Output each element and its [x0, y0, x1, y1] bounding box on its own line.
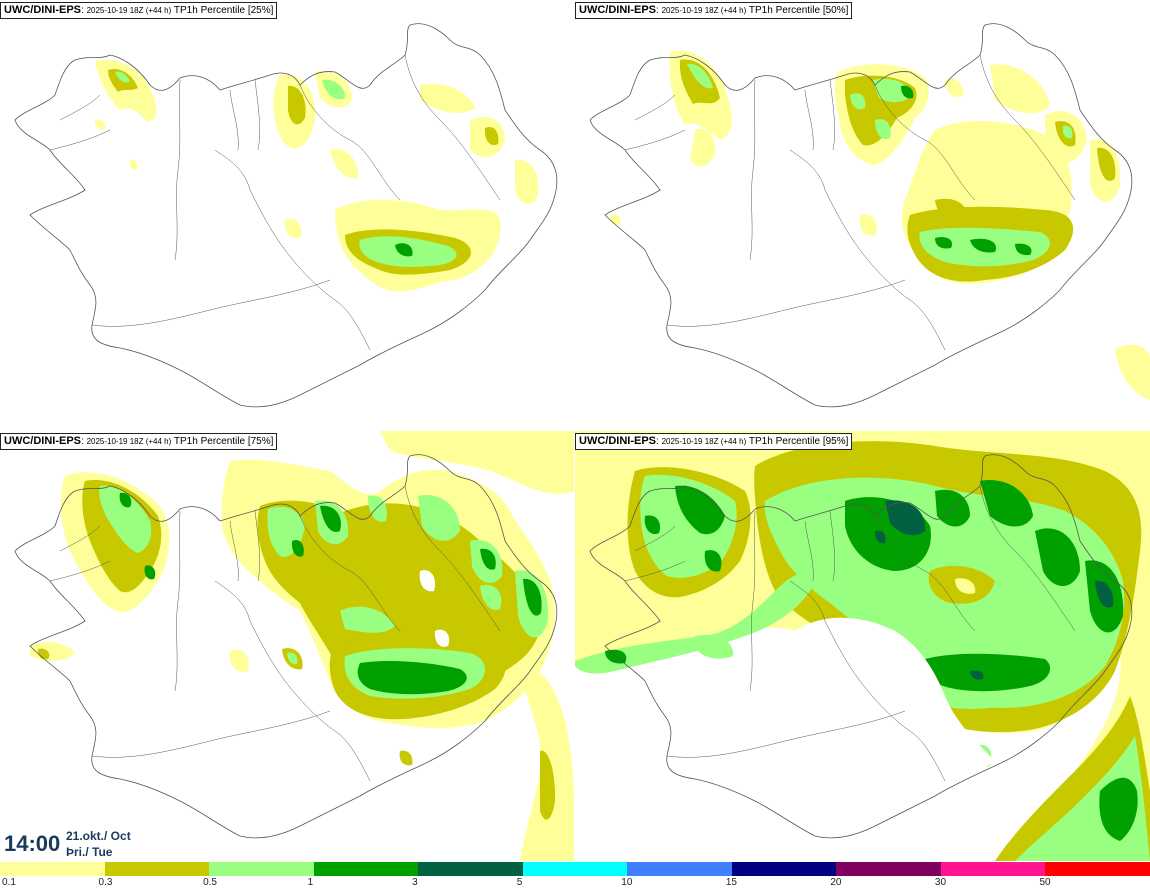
precip-shading — [94, 59, 539, 292]
precip-shading — [575, 431, 1150, 861]
colorbar-swatch — [731, 862, 837, 876]
model-name: UWC/DINI-EPS — [579, 435, 656, 447]
panel-divider — [574, 0, 575, 862]
panel-title: UWC/DINI-EPS: 2025-10-19 18Z (+44 h) TP1… — [0, 2, 278, 19]
model-name: UWC/DINI-EPS — [579, 4, 656, 16]
precip-map-p75 — [14, 431, 575, 861]
map-panel-p50: UWC/DINI-EPS: 2025-10-19 18Z (+44 h) TP1… — [575, 0, 1150, 430]
colorbar-label: 10 — [621, 877, 633, 888]
precip-shading — [609, 50, 1150, 400]
run-time: 2025-10-19 18Z (+44 h) — [661, 6, 747, 15]
map-panel-p95: UWC/DINI-EPS: 2025-10-19 18Z (+44 h) TP1… — [575, 431, 1150, 861]
model-name: UWC/DINI-EPS — [4, 435, 81, 447]
variable-label: TP1h Percentile [50%] — [748, 5, 849, 16]
colorbar-label: 20 — [830, 877, 842, 888]
run-time: 2025-10-19 18Z (+44 h) — [86, 6, 172, 15]
iceland-coastline — [14, 23, 558, 408]
colorbar-label: 0.3 — [98, 877, 113, 888]
precip-shading — [30, 431, 575, 861]
precip-map-p95 — [575, 431, 1150, 861]
panel-title: UWC/DINI-EPS: 2025-10-19 18Z (+44 h) TP1… — [575, 433, 853, 450]
run-time: 2025-10-19 18Z (+44 h) — [86, 437, 172, 446]
model-name: UWC/DINI-EPS — [4, 4, 81, 16]
valid-time-box: 14:00 21.okt./ Oct Þri./ Tue — [0, 826, 138, 862]
variable-label: TP1h Percentile [95%] — [748, 436, 849, 447]
colorbar-label: 1 — [307, 877, 314, 888]
colorbar-label: 3 — [412, 877, 418, 888]
iceland-coastline — [589, 23, 1133, 408]
colorbar-swatch — [522, 862, 628, 876]
variable-label: TP1h Percentile [75%] — [173, 436, 274, 447]
iceland-coastline — [14, 454, 558, 839]
colorbar-swatch — [0, 862, 106, 876]
colorbar-swatch — [836, 862, 942, 876]
precip-colorbar: 0.1 0.3 0.5 1 3 5 10 15 20 30 50 — [0, 862, 1150, 891]
colorbar-swatch — [940, 862, 1046, 876]
panel-title: UWC/DINI-EPS: 2025-10-19 18Z (+44 h) TP1… — [0, 433, 278, 450]
colorbar-label: 30 — [934, 877, 947, 888]
colorbar-swatch — [313, 862, 419, 876]
valid-time: 14:00 — [4, 831, 61, 856]
colorbar-swatch — [1045, 862, 1150, 876]
colorbar-swatch — [627, 862, 733, 876]
colorbar-label: 15 — [725, 877, 737, 888]
map-panel-p75: UWC/DINI-EPS: 2025-10-19 18Z (+44 h) TP1… — [0, 431, 575, 861]
variable-label: TP1h Percentile [25%] — [173, 5, 274, 16]
valid-weekday: Þri./ Tue — [66, 845, 113, 859]
precip-map-p50 — [589, 23, 1150, 408]
colorbar-label: 0.1 — [2, 877, 16, 888]
precip-map-p25 — [14, 23, 558, 408]
colorbar-label: 5 — [516, 877, 523, 888]
map-panel-p25: UWC/DINI-EPS: 2025-10-19 18Z (+44 h) TP1… — [0, 0, 575, 430]
colorbar-swatch — [104, 862, 210, 876]
panel-title: UWC/DINI-EPS: 2025-10-19 18Z (+44 h) TP1… — [575, 2, 853, 19]
valid-date: 21.okt./ Oct — [66, 829, 131, 843]
colorbar-label: 0.5 — [203, 877, 217, 888]
colorbar-label: 50 — [1039, 877, 1051, 888]
colorbar-swatch — [209, 862, 315, 876]
run-time: 2025-10-19 18Z (+44 h) — [661, 437, 747, 446]
iceland-coastline — [589, 454, 1133, 839]
colorbar-swatch — [418, 862, 524, 876]
